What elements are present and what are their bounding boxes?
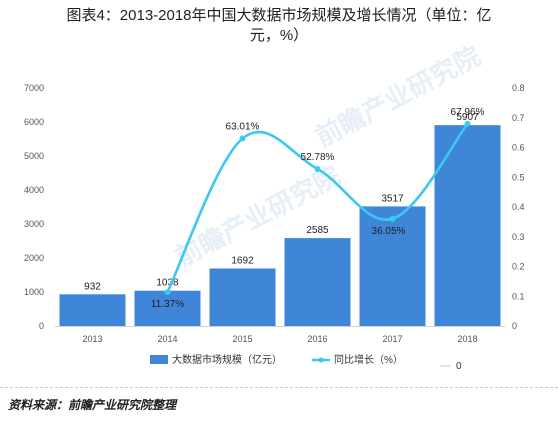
bar-value-label: 932 [84, 281, 101, 292]
bar-value-label: 2585 [306, 225, 329, 236]
bar-value-label: 1692 [231, 255, 254, 266]
growth-value-label: 52.78% [301, 152, 335, 163]
y-right-tick-label: 0.4 [512, 202, 525, 212]
bar [359, 206, 426, 326]
source-note: 资料来源：前瞻产业研究院整理 [8, 398, 177, 412]
x-tick-label: 2014 [157, 334, 177, 344]
footer-divider [0, 387, 558, 388]
legend-line-label: 同比增长（%） [334, 353, 403, 366]
growth-value-label: 63.01% [226, 122, 260, 133]
y-right-tick-label: 0.8 [512, 83, 525, 93]
y-right-tick-label: 0.1 [512, 291, 525, 301]
bar [209, 268, 276, 326]
growth-point [389, 215, 396, 222]
y-left-tick-label: 2000 [24, 253, 44, 263]
x-tick-label: 2016 [307, 334, 327, 344]
legend-extra-label: 0 [456, 361, 462, 372]
chart-title: 图表4：2013-2018年中国大数据市场规模及增长情况（单位：亿 元，%） [0, 6, 558, 46]
bar-value-label: 3517 [381, 193, 404, 204]
y-left-tick-label: 0 [39, 321, 44, 331]
x-tick-label: 2013 [82, 334, 102, 344]
bar [284, 238, 351, 326]
bar [434, 125, 501, 326]
x-tick-label: 2018 [457, 334, 477, 344]
growth-point [314, 165, 321, 172]
bar [59, 294, 126, 326]
chart-title-line-1: 图表4：2013-2018年中国大数据市场规模及增长情况（单位：亿 [66, 7, 492, 24]
y-left-tick-label: 7000 [24, 83, 44, 93]
growth-value-label: 67.96% [451, 107, 485, 118]
bar-value-label: 1038 [156, 278, 179, 289]
bar [134, 290, 201, 326]
x-tick-label: 2015 [232, 334, 252, 344]
bar-value-label: 5907 [456, 112, 479, 123]
y-right-tick-label: 0.2 [512, 262, 525, 272]
chart-title-line-2: 元，%） [249, 27, 309, 44]
y-left-tick-label: 5000 [24, 151, 44, 161]
y-left-tick-label: 4000 [24, 185, 44, 195]
y-left-tick-label: 1000 [24, 287, 44, 297]
y-right-tick-label: 0.6 [512, 143, 525, 153]
legend-line-marker [318, 357, 324, 363]
y-right-tick-label: 0 [512, 321, 517, 331]
y-left-tick-label: 3000 [24, 219, 44, 229]
growth-point [239, 135, 246, 142]
growth-point [464, 120, 471, 127]
growth-value-label: 11.37% [151, 299, 184, 310]
growth-point [164, 289, 171, 296]
legend-bar-label: 大数据市场规模（亿元） [172, 353, 282, 366]
y-right-tick-label: 0.5 [512, 172, 525, 182]
y-left-tick-label: 6000 [24, 117, 44, 127]
y-right-tick-label: 0.7 [512, 113, 525, 123]
growth-value-label: 36.05% [372, 226, 406, 237]
x-tick-label: 2017 [382, 334, 402, 344]
legend-bar-swatch [150, 355, 168, 364]
y-right-tick-label: 0.3 [512, 232, 525, 242]
